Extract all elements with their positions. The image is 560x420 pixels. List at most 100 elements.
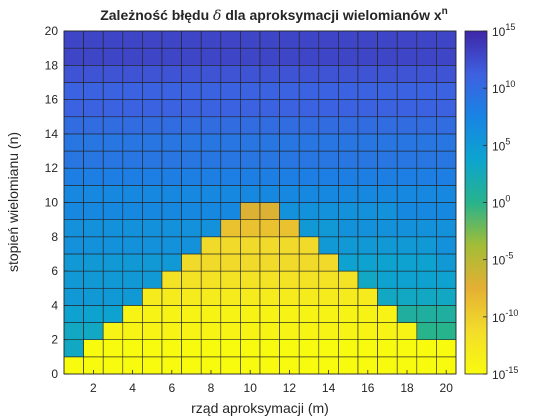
heatmap-cell xyxy=(63,270,84,289)
heatmap-cell xyxy=(161,116,182,135)
heatmap-cell xyxy=(298,356,320,375)
heatmap-cell xyxy=(259,99,280,118)
y-tick-label: 4 xyxy=(51,298,58,312)
y-axis-ticks: 0 2 4 6 8 10 12 14 16 18 20 xyxy=(45,24,68,381)
heatmap-cell xyxy=(142,356,163,375)
heatmap-cell xyxy=(259,185,280,203)
heatmap-cell xyxy=(220,339,241,358)
heatmap-cell xyxy=(318,219,339,238)
heatmap-cell xyxy=(83,287,104,306)
heatmap-cell xyxy=(377,219,398,238)
x-tick-label: 14 xyxy=(322,381,336,395)
heatmap-cell xyxy=(377,339,398,358)
heatmap-cell xyxy=(102,339,124,358)
heatmap-cell xyxy=(357,30,378,49)
heatmap-cell xyxy=(220,30,241,49)
heatmap-cell xyxy=(357,150,378,169)
heatmap-cell xyxy=(416,236,437,255)
heatmap-cell xyxy=(357,339,378,358)
heatmap-cell xyxy=(200,82,222,100)
heatmap-cell xyxy=(357,167,378,186)
heatmap-cell xyxy=(83,116,104,135)
heatmap-cell xyxy=(240,116,261,135)
heatmap-cell xyxy=(142,185,163,203)
heatmap-cell xyxy=(102,82,124,100)
heatmap-cell xyxy=(298,322,320,340)
x-tick-label: 6 xyxy=(168,381,175,395)
heatmap-cell xyxy=(200,287,222,306)
heatmap-cell xyxy=(377,99,398,118)
heatmap-cell xyxy=(83,219,104,238)
heatmap-cell xyxy=(161,339,182,358)
heatmap-cell xyxy=(436,270,457,289)
heatmap-cell xyxy=(83,167,104,186)
heatmap-cell xyxy=(396,322,418,340)
heatmap-cell xyxy=(220,236,241,255)
heatmap-cell xyxy=(259,356,280,375)
heatmap-cell xyxy=(142,99,163,118)
y-axis-label: stopień wielomianu (n) xyxy=(5,132,21,272)
heatmap-cell xyxy=(102,65,124,83)
heatmap-cell xyxy=(338,167,359,186)
heatmap-cell xyxy=(240,287,261,306)
heatmap-cell xyxy=(416,133,437,152)
x-tick-label: 20 xyxy=(440,381,454,395)
heatmap-cell xyxy=(279,322,300,340)
heatmap-cell xyxy=(220,253,241,272)
chart-title-rest: dla aproksymacji wielomianów x xyxy=(225,7,442,23)
heatmap-cell xyxy=(122,30,143,49)
heatmap-cell xyxy=(220,133,241,152)
heatmap-cell xyxy=(122,287,143,306)
y-tick-label: 14 xyxy=(45,127,59,141)
heatmap-cell xyxy=(102,116,124,135)
heatmap-cell xyxy=(436,287,457,306)
heatmap-cell xyxy=(259,116,280,135)
heatmap-cell xyxy=(377,116,398,135)
heatmap-cell xyxy=(396,133,418,152)
heatmap-cell xyxy=(220,82,241,100)
heatmap-cell xyxy=(200,150,222,169)
heatmap-cell xyxy=(259,270,280,289)
heatmap-cell xyxy=(416,219,437,238)
heatmap-cell xyxy=(338,236,359,255)
heatmap-cell xyxy=(63,253,84,272)
heatmap-cell xyxy=(181,150,202,169)
heatmap-cell xyxy=(240,219,261,238)
heatmap-cell xyxy=(142,202,163,220)
heatmap-cell xyxy=(318,65,339,83)
heatmap-cell xyxy=(63,47,84,66)
heatmap-cell xyxy=(338,185,359,203)
heatmap-cell xyxy=(142,47,163,66)
heatmap-cell xyxy=(259,202,280,220)
heatmap-cell xyxy=(318,99,339,118)
heatmap-cell xyxy=(142,253,163,272)
heatmap-cell xyxy=(83,82,104,100)
heatmap-cell xyxy=(220,322,241,340)
heatmap-cell xyxy=(181,236,202,255)
heatmap-cell xyxy=(161,30,182,49)
heatmap-cell xyxy=(436,65,457,83)
heatmap-cell xyxy=(436,47,457,66)
heatmap-cell xyxy=(416,82,437,100)
heatmap-cell xyxy=(338,339,359,358)
heatmap-cell xyxy=(83,305,104,323)
heatmap-cell xyxy=(279,202,300,220)
heatmap-cell xyxy=(220,356,241,375)
heatmap-cell xyxy=(396,305,418,323)
heatmap-cell xyxy=(338,116,359,135)
heatmap-cell xyxy=(396,185,418,203)
heatmap-cell xyxy=(63,30,84,49)
heatmap-cell xyxy=(318,167,339,186)
heatmap-cell xyxy=(396,65,418,83)
heatmap-cell xyxy=(63,356,84,375)
heatmap-cell xyxy=(338,82,359,100)
heatmap-cell xyxy=(318,322,339,340)
heatmap-cell xyxy=(142,150,163,169)
heatmap-cell xyxy=(102,322,124,340)
heatmap-cell xyxy=(161,150,182,169)
heatmap-cell xyxy=(161,82,182,100)
heatmap-cell xyxy=(240,99,261,118)
heatmap-cell xyxy=(122,133,143,152)
heatmap-cell xyxy=(259,82,280,100)
heatmap-cell xyxy=(181,185,202,203)
